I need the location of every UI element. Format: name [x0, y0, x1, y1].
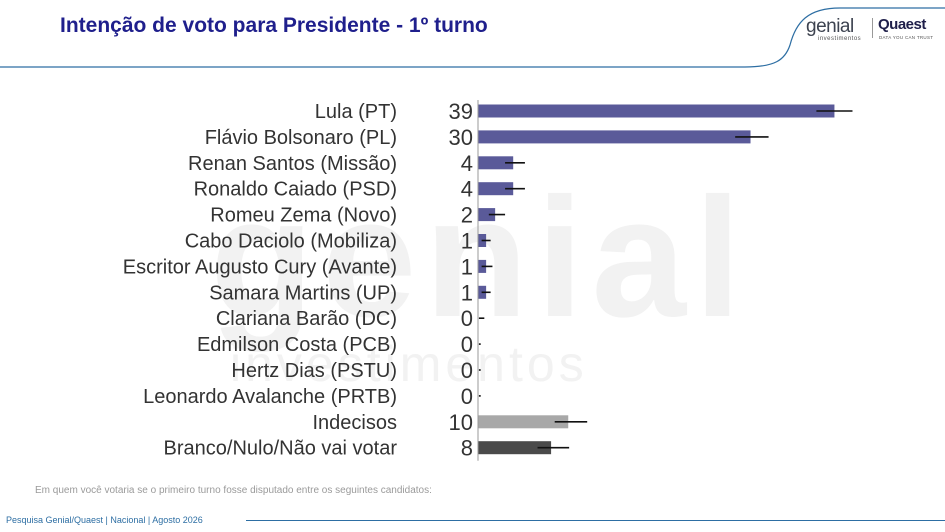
logo-divider [872, 18, 873, 38]
value-label: 10 [449, 410, 473, 435]
header-divider [0, 7, 945, 68]
category-label: Branco/Nulo/Não vai votar [164, 438, 398, 460]
category-label: Ronaldo Caiado (PSD) [194, 179, 397, 201]
footer-divider [246, 520, 945, 521]
bar [478, 441, 552, 455]
bar [478, 415, 569, 429]
category-label: Renan Santos (Missão) [188, 153, 397, 175]
category-label: Indecisos [313, 412, 398, 434]
bar [478, 130, 751, 144]
watermark-logo-subtitle: investimentos [230, 336, 588, 392]
footer-source: Pesquisa Genial/Quaest | Nacional | Agos… [6, 515, 203, 525]
value-label: 1 [461, 280, 473, 305]
category-label: Flávio Bolsonaro (PL) [205, 127, 397, 149]
value-label: 2 [461, 203, 473, 228]
category-label: Lula (PT) [315, 101, 397, 123]
category-label: Edmilson Costa (PCB) [197, 334, 397, 356]
value-label: 4 [461, 177, 473, 202]
value-label: 0 [461, 306, 473, 331]
category-label: Cabo Daciolo (Mobiliza) [185, 231, 397, 253]
category-label: Clariana Barão (DC) [216, 308, 397, 330]
genial-logo-subtitle: investimentos [818, 36, 862, 42]
quaest-logo: Quaest [878, 16, 926, 33]
bar [478, 104, 835, 118]
value-label: 4 [461, 151, 473, 176]
value-label: 1 [461, 229, 473, 254]
value-label: 8 [461, 436, 473, 461]
question-note: Em quem você votaria se o primeiro turno… [35, 485, 432, 496]
category-label: Escritor Augusto Cury (Avante) [123, 256, 397, 278]
category-label: Samara Martins (UP) [209, 282, 397, 304]
value-label: 1 [461, 254, 473, 279]
category-label: Romeu Zema (Novo) [210, 205, 397, 227]
bar [478, 182, 514, 196]
value-label: 0 [461, 332, 473, 357]
watermark-logo: genial [210, 163, 750, 353]
bar [478, 208, 496, 222]
value-label: 39 [449, 99, 473, 124]
category-label: Leonardo Avalanche (PRTB) [143, 386, 397, 408]
genial-logo: genial [806, 16, 854, 37]
value-label: 0 [461, 358, 473, 383]
quaest-logo-subtitle: DATA YOU CAN TRUST [879, 35, 934, 40]
page-title: Intenção de voto para Presidente - 1º tu… [60, 14, 488, 37]
category-label: Hertz Dias (PSTU) [231, 360, 397, 382]
value-label: 0 [461, 384, 473, 409]
value-label: 30 [449, 125, 473, 150]
bar [478, 156, 514, 170]
